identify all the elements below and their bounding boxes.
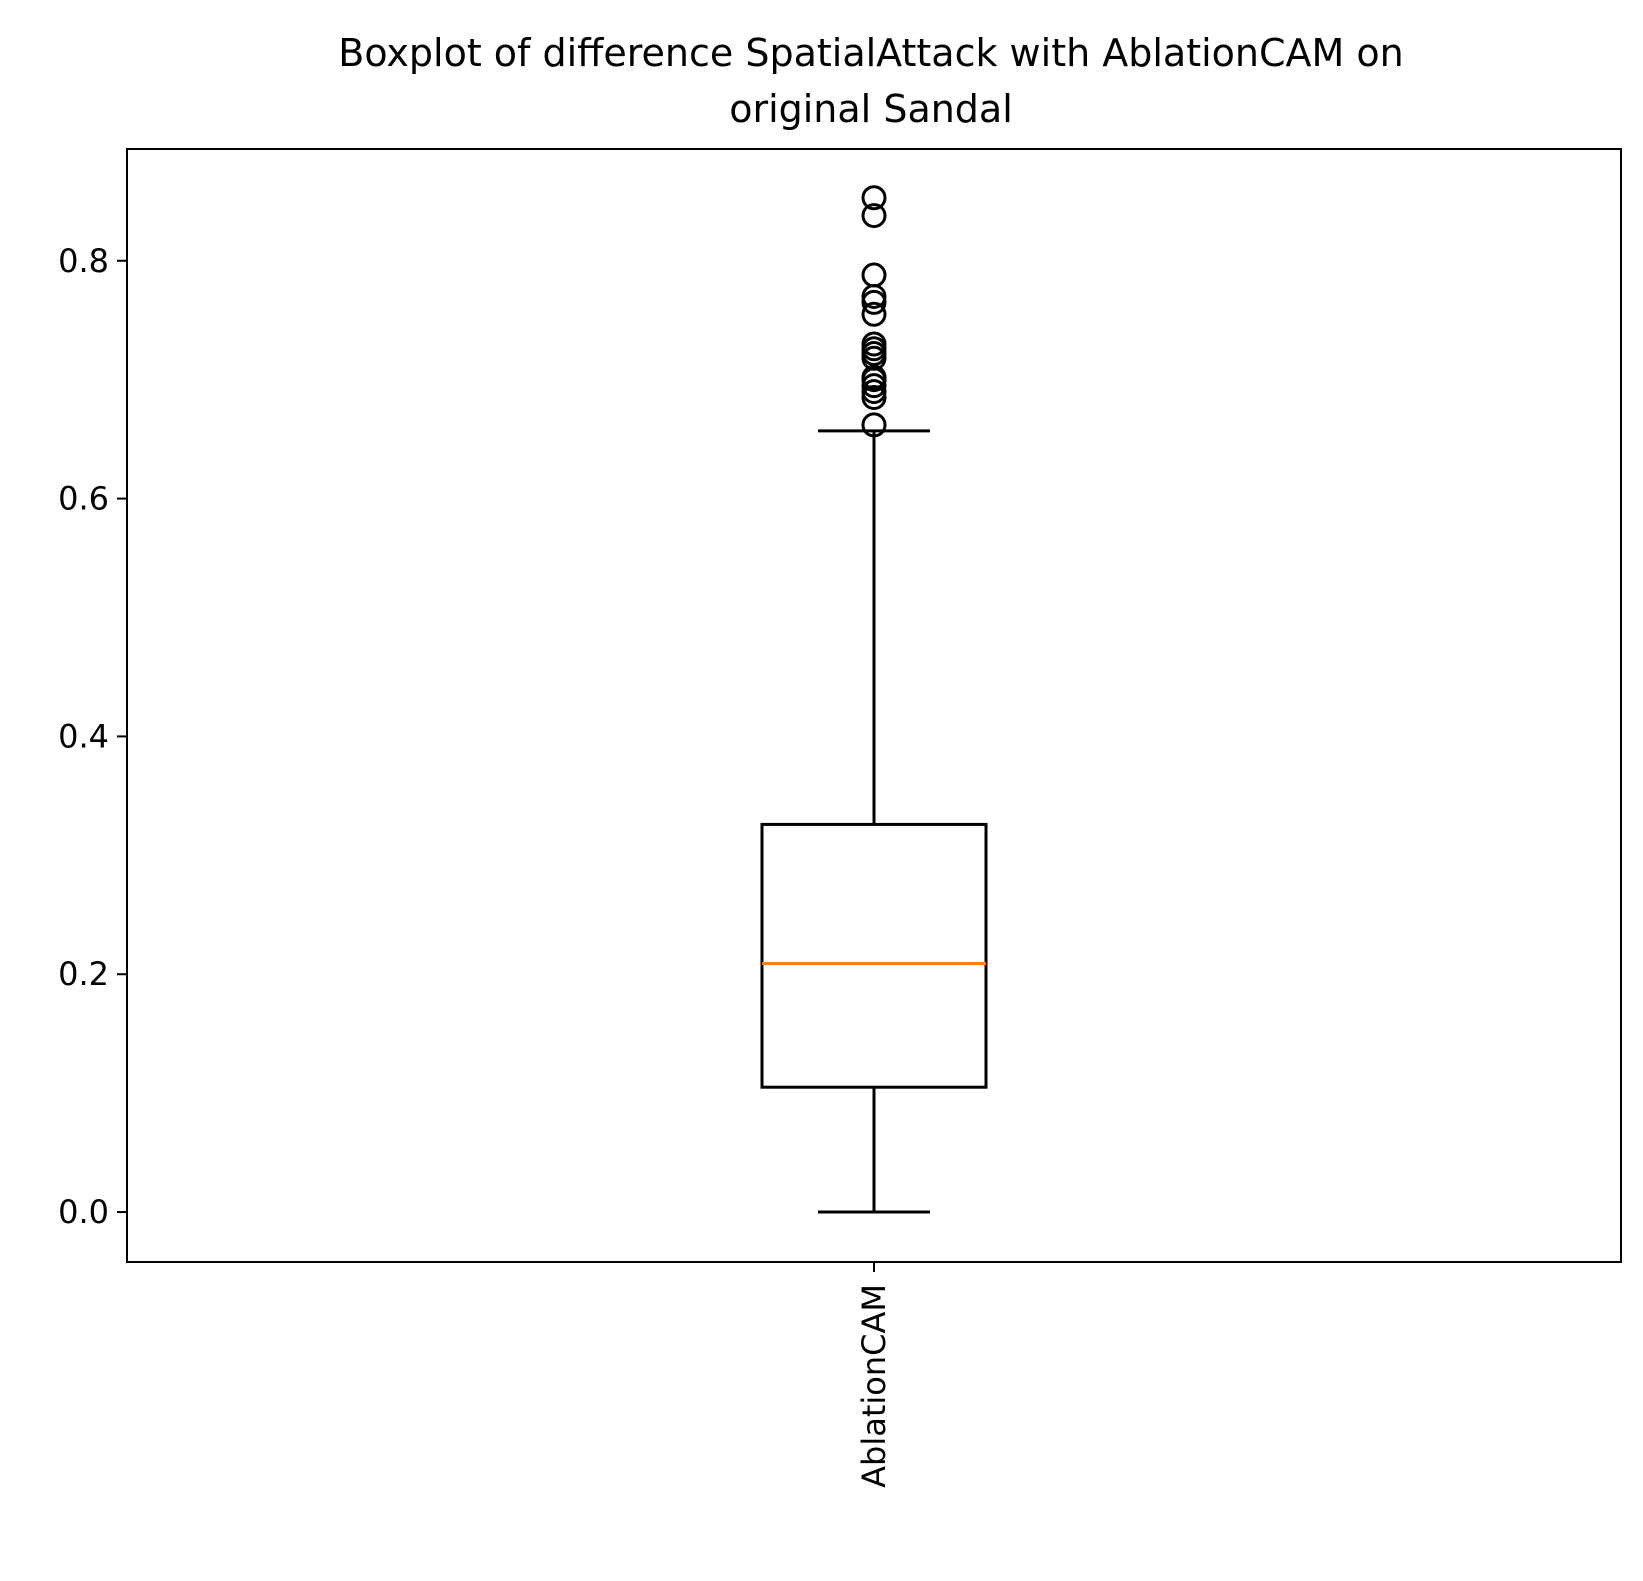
x-axis: AblationCAM — [855, 1262, 893, 1488]
y-tick-label: 0.6 — [58, 480, 109, 518]
outlier-point — [861, 301, 887, 327]
outlier-point — [861, 412, 887, 438]
chart-title-line-1: Boxplot of difference SpatialAttack with… — [338, 31, 1403, 75]
y-tick-label: 0.2 — [58, 955, 109, 993]
outlier-point — [861, 203, 887, 229]
box-iqr — [760, 822, 988, 1089]
chart-title-line-2: original Sandal — [729, 87, 1013, 131]
y-tick-label: 0.4 — [58, 717, 109, 755]
outlier-point — [861, 364, 887, 390]
x-tick-label: AblationCAM — [855, 1284, 893, 1488]
outlier-point — [861, 385, 887, 411]
outlier-point — [861, 185, 887, 211]
outlier-point — [861, 331, 887, 357]
y-tick-label: 0.8 — [58, 242, 109, 280]
y-axis: 0.0 0.2 0.4 0.6 0.8 — [58, 242, 127, 1231]
outlier-point — [861, 289, 887, 315]
outlier-point — [861, 379, 887, 405]
y-tick-label: 0.0 — [58, 1193, 109, 1231]
plot-marks — [760, 185, 988, 1214]
outlier-point — [861, 262, 887, 288]
outlier-point — [861, 373, 887, 399]
